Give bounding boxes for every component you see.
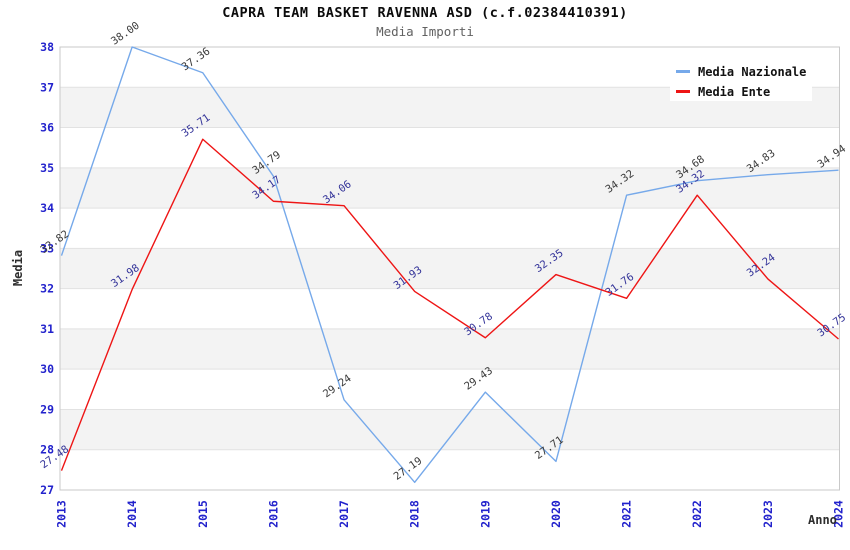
chart-subtitle: Media Importi [376,24,474,39]
y-tick-label: 38 [40,40,54,54]
y-tick-label: 34 [40,201,54,215]
x-axis-title: Anno [808,513,837,527]
legend-label: Media Ente [698,85,770,99]
y-tick-label: 28 [40,443,54,457]
y-tick-label: 30 [40,362,54,376]
y-tick-label: 31 [40,322,54,336]
legend-label: Media Nazionale [698,65,806,79]
plot-band [60,167,840,209]
y-tick-label: 32 [40,282,54,296]
x-tick-label: 2018 [408,500,422,528]
plot-border [59,46,840,491]
y-axis-title: Media [11,250,25,286]
chart-header: CAPRA TEAM BASKET RAVENNA ASD (c.f.02384… [0,0,850,39]
x-tick-label: 2021 [620,500,634,528]
x-tick-label: 2019 [478,500,492,528]
y-tick-label: 36 [40,121,54,135]
series-line-media-ente [60,138,839,471]
data-label: 37.36 [180,45,213,73]
x-tick-label: 2016 [266,500,280,528]
x-tick-label: 2014 [125,500,139,528]
x-tick-label: 2015 [196,500,210,528]
y-tick-label: 35 [40,161,54,175]
x-tick-label: 2022 [690,500,704,528]
data-label: 34.94 [815,143,848,171]
y-tick-label: 29 [40,402,54,416]
legend-box [670,59,812,101]
plot-band [60,409,840,450]
series-line-media-nazionale [60,46,839,484]
plot-band [60,328,840,370]
data-label: 27.19 [392,455,425,483]
y-tick-label: 37 [40,80,54,94]
x-tick-label: 2023 [761,500,775,528]
x-tick-label: 2024 [832,500,846,528]
y-tick-label: 33 [40,241,54,255]
x-tick-label: 2017 [337,500,351,528]
x-tick-label: 2013 [55,500,69,528]
chart-title: CAPRA TEAM BASKET RAVENNA ASD (c.f.02384… [222,5,628,21]
plot-band [60,248,840,289]
y-tick-label: 27 [40,483,54,497]
x-tick-label: 2020 [549,500,563,528]
